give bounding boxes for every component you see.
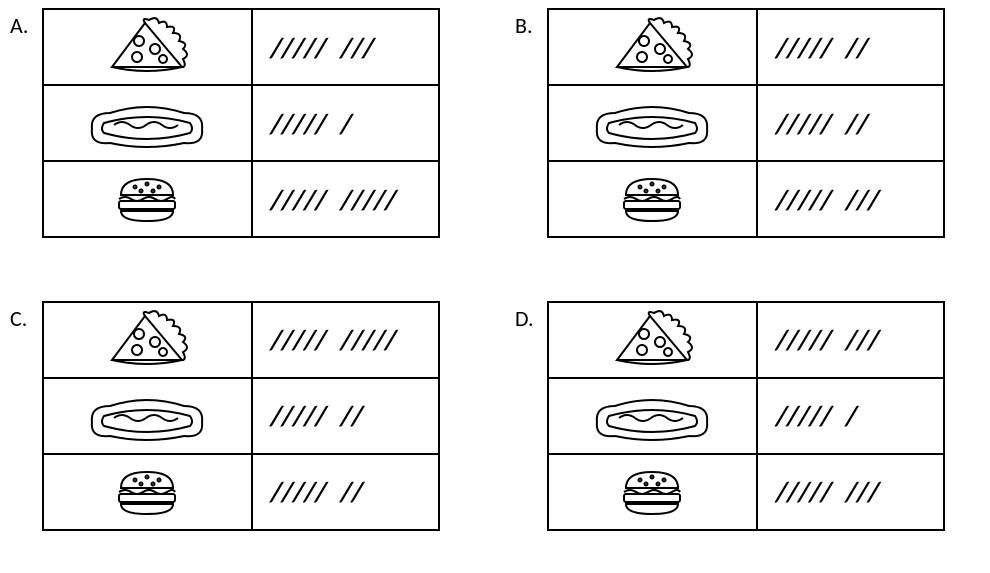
tally-group: // xyxy=(846,30,868,65)
pizza-icon xyxy=(602,308,702,372)
table-row: ///// ///// xyxy=(43,161,439,237)
pizza-icon xyxy=(97,308,197,372)
tally-group: // xyxy=(340,398,362,433)
table-row: //////// xyxy=(548,161,944,237)
icon-cell xyxy=(548,454,757,530)
table-row: /////// xyxy=(548,9,944,85)
tally-group: ///// xyxy=(776,106,832,141)
hotdog-icon xyxy=(587,388,717,444)
tally-cell: /////// xyxy=(252,454,439,530)
tally-group: /// xyxy=(846,322,879,357)
tally-cell: //////// xyxy=(757,161,944,237)
tally-group: ///// xyxy=(776,322,832,357)
tally-group: /// xyxy=(846,182,879,217)
icon-cell xyxy=(548,378,757,454)
table-row: ////// xyxy=(43,85,439,161)
hotdog-icon xyxy=(82,95,212,151)
option-label: C. xyxy=(10,301,42,332)
hotdog-icon xyxy=(82,388,212,444)
pizza-icon xyxy=(97,15,197,79)
option-label: A. xyxy=(10,8,42,39)
table-row: ////// xyxy=(548,378,944,454)
option-label: B. xyxy=(515,8,547,39)
table-row: /////// xyxy=(43,454,439,530)
burger-icon xyxy=(109,466,185,518)
table-row: /////// xyxy=(548,85,944,161)
tally-group: // xyxy=(846,106,868,141)
burger-icon xyxy=(109,173,185,225)
option-C: C. ///// ///// xyxy=(10,301,475,566)
tally-table: ////////// /////// xyxy=(42,301,440,531)
option-label: D. xyxy=(515,301,547,332)
tally-cell: ///// ///// xyxy=(252,161,439,237)
icon-cell xyxy=(43,378,252,454)
tally-cell: //////// xyxy=(757,302,944,378)
tally-cell: ////// xyxy=(252,85,439,161)
icon-cell xyxy=(43,454,252,530)
tally-cell: ///// ///// xyxy=(252,302,439,378)
options-grid: A. //////// xyxy=(10,8,980,565)
tally-group: // xyxy=(340,474,362,509)
icon-cell xyxy=(43,161,252,237)
tally-cell: //////// xyxy=(252,9,439,85)
tally-cell: /////// xyxy=(757,85,944,161)
icon-cell xyxy=(43,302,252,378)
tally-cell: ////// xyxy=(757,378,944,454)
tally-group: / xyxy=(846,398,857,433)
tally-group: ///// xyxy=(271,106,327,141)
tally-group: ///// xyxy=(271,322,327,357)
tally-group: ///// xyxy=(271,474,327,509)
table-row: //////// xyxy=(43,9,439,85)
icon-cell xyxy=(548,9,757,85)
option-D: D. //////// xyxy=(515,301,980,566)
tally-table: //////// ////// xyxy=(547,301,945,531)
tally-cell: /////// xyxy=(757,9,944,85)
tally-group: / xyxy=(340,106,351,141)
tally-group: ///// xyxy=(776,398,832,433)
tally-group: ///// xyxy=(271,398,327,433)
tally-cell: //////// xyxy=(757,454,944,530)
tally-group: ///// xyxy=(776,30,832,65)
table-row: //////// xyxy=(548,454,944,530)
icon-cell xyxy=(43,9,252,85)
tally-group: ///// xyxy=(776,182,832,217)
pizza-icon xyxy=(602,15,702,79)
icon-cell xyxy=(548,161,757,237)
option-B: B. /////// xyxy=(515,8,980,273)
tally-table: /////// /////// xyxy=(547,8,945,238)
icon-cell xyxy=(43,85,252,161)
burger-icon xyxy=(614,466,690,518)
tally-group: /// xyxy=(846,474,879,509)
tally-group: ///// xyxy=(271,182,327,217)
table-row: //////// xyxy=(548,302,944,378)
tally-group: ///// xyxy=(340,182,396,217)
tally-group: ///// xyxy=(340,322,396,357)
tally-cell: /////// xyxy=(252,378,439,454)
table-row: /////// xyxy=(43,378,439,454)
table-row: ///// ///// xyxy=(43,302,439,378)
hotdog-icon xyxy=(587,95,717,151)
burger-icon xyxy=(614,173,690,225)
tally-group: ///// xyxy=(271,30,327,65)
icon-cell xyxy=(548,85,757,161)
tally-group: /// xyxy=(340,30,373,65)
tally-table: //////// ////// xyxy=(42,8,440,238)
tally-group: ///// xyxy=(776,474,832,509)
option-A: A. //////// xyxy=(10,8,475,273)
icon-cell xyxy=(548,302,757,378)
